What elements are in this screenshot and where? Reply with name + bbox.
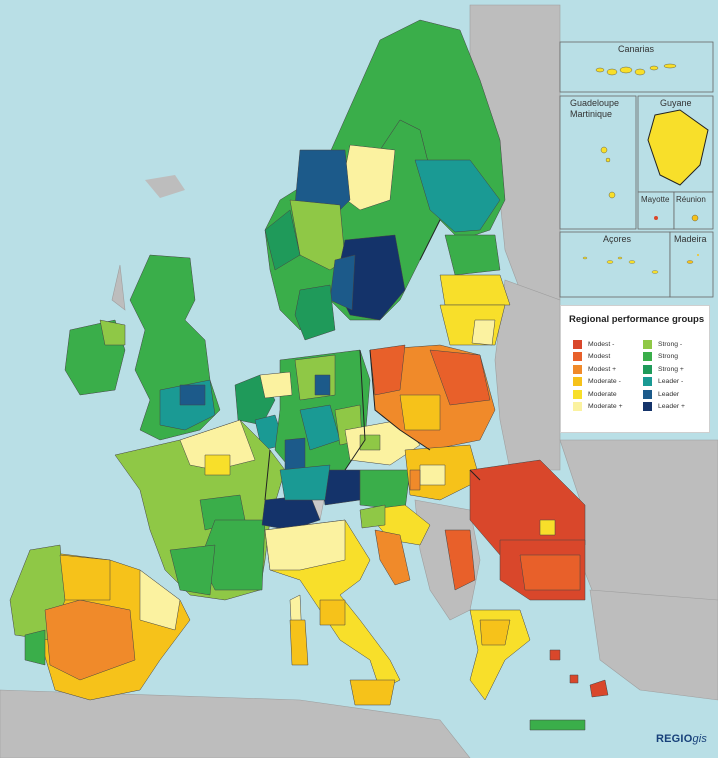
france <box>114 419 303 641</box>
inset-canarias-label: Canarias <box>618 44 655 54</box>
legend-label: Strong <box>658 353 679 361</box>
legend-label: Moderate + <box>588 403 623 411</box>
greece <box>469 609 609 731</box>
scandinavia <box>264 19 506 331</box>
legend-swatch <box>573 389 582 399</box>
legend-swatch <box>573 402 582 412</box>
legend-swatch <box>573 352 582 362</box>
legend-item: Strong - <box>643 338 685 351</box>
inset-mayotte-label: Mayotte <box>641 195 670 204</box>
legend-swatch <box>573 377 582 387</box>
legend-swatch <box>643 377 652 387</box>
legend-item: Moderate <box>573 388 623 401</box>
inset-guadeloupe-label: Guadeloupe <box>570 98 619 108</box>
inset-madeira: Madeira <box>669 231 714 298</box>
inset-guyane: Guyane <box>637 95 714 193</box>
legend-item: Moderate - <box>573 376 623 389</box>
legend-item: Leader + <box>643 401 685 414</box>
legend-swatch <box>573 339 582 349</box>
inset-reunion: Réunion <box>673 191 714 230</box>
legend-swatch <box>573 364 582 374</box>
legend-item: Leader - <box>643 376 685 389</box>
legend-swatch <box>643 389 652 399</box>
legend-item: Moderate + <box>573 401 623 414</box>
legend-column-right: Strong - Strong Strong + Leader - Leader Lead… <box>643 338 685 413</box>
regiogis-logo: REGIOgis <box>656 733 707 745</box>
legend-item: Strong + <box>643 363 685 376</box>
denmark <box>294 284 336 341</box>
inset-madeira-label: Madeira <box>674 234 707 244</box>
baltics <box>439 234 511 346</box>
central-europe <box>234 349 371 481</box>
alpine <box>261 419 421 531</box>
legend-swatch <box>643 402 652 412</box>
legend-swatch <box>643 339 652 349</box>
inset-acores: Açores <box>559 231 671 298</box>
balkans <box>359 504 476 591</box>
legend-label: Modest + <box>588 365 617 373</box>
iberia <box>9 544 191 701</box>
romania-bulgaria <box>469 459 586 601</box>
legend-item: Leader <box>643 388 685 401</box>
inset-martinique-label: Martinique <box>570 109 612 119</box>
inset-guadeloupe-martinique: Guadeloupe Martinique <box>559 95 637 230</box>
country-borders <box>264 219 481 501</box>
hungary-slovakia <box>404 444 481 501</box>
iceland-land <box>145 175 185 198</box>
legend-item: Modest + <box>573 363 623 376</box>
legend-title: Regional performance groups <box>569 314 705 325</box>
legend-label: Moderate - <box>588 378 621 386</box>
legend-label: Leader - <box>658 378 684 386</box>
inset-acores-label: Açores <box>603 234 632 244</box>
legend-label: Modest <box>588 353 611 361</box>
inset-reunion-label: Réunion <box>676 195 706 204</box>
legend-item: Modest - <box>573 338 623 351</box>
legend-label: Moderate <box>588 390 617 398</box>
inset-mayotte: Mayotte <box>637 191 675 230</box>
legend-item: Strong <box>643 351 685 364</box>
inset-canarias: Canarias <box>559 41 714 93</box>
legend-label: Strong - <box>658 340 683 348</box>
brand-italic: gis <box>692 733 708 745</box>
legend-item: Modest <box>573 351 623 364</box>
legend-label: Leader <box>658 390 680 398</box>
legend-label: Strong + <box>658 365 684 373</box>
inset-guyane-label: Guyane <box>660 98 692 108</box>
legend-column-left: Modest - Modest Modest + Moderate - Moderate… <box>573 338 623 413</box>
legend-swatch <box>643 364 652 374</box>
legend-label: Modest - <box>588 340 615 348</box>
uk-ireland <box>64 254 221 441</box>
legend-swatch <box>643 352 652 362</box>
brand-strong: REGIO <box>656 733 693 745</box>
legend-label: Leader + <box>658 403 686 411</box>
italy <box>264 519 401 706</box>
poland <box>369 344 496 451</box>
legend: Regional performance groups Modest - Mode… <box>560 305 710 433</box>
